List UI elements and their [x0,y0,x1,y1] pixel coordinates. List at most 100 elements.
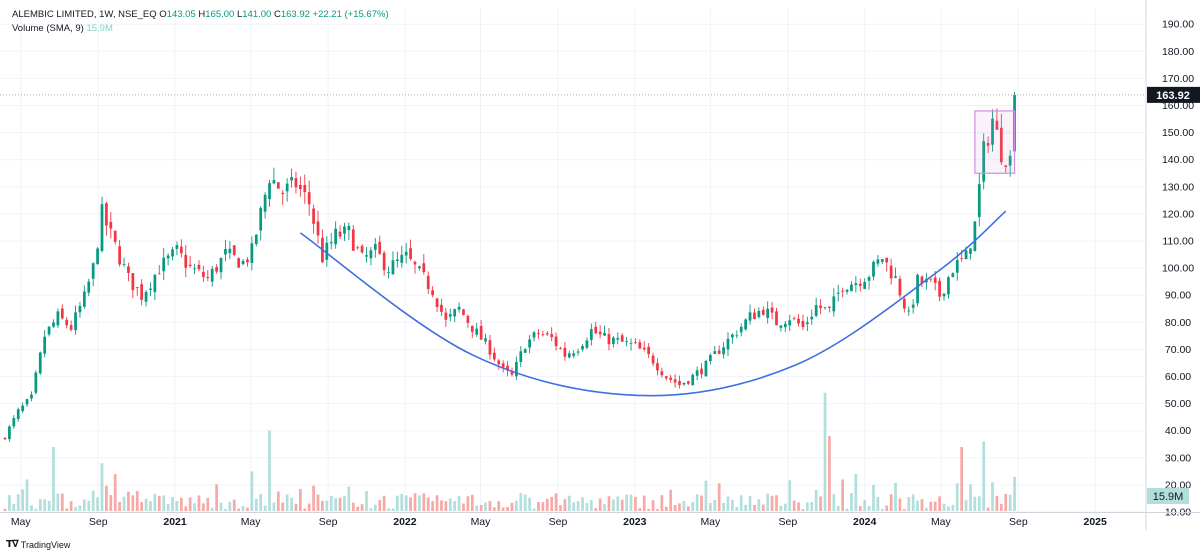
volume-bar [717,483,721,511]
volume-bar [695,494,699,511]
volume-bar [457,496,461,511]
volume-bar [620,499,624,511]
candle-body [435,298,439,307]
candle-body [810,316,814,320]
volume-bar [501,507,505,511]
volume-bar [34,508,38,511]
volume-bar [916,500,919,511]
candle-body [334,228,338,245]
candle-body [691,374,695,386]
candle-body [704,360,708,377]
volume-bar [294,503,298,511]
candle-body [276,182,280,189]
candle-body [351,229,355,251]
volume-bar [263,505,267,511]
candle-body [528,339,531,348]
volume-bar [193,503,196,511]
candle-body [823,307,827,308]
candle-body [620,335,624,342]
candle-body [281,192,285,195]
volume-bar [228,501,232,511]
time-tick-label: 2023 [623,516,647,528]
volume-bar [510,502,514,511]
candle-body [678,381,681,385]
volume-bar [448,498,452,511]
volume-bar [259,493,263,511]
candle-body [440,304,443,312]
candle-body [171,249,174,257]
candle-body [775,311,778,326]
candle-body [819,305,822,309]
volume-bar [118,501,121,511]
candle-body [634,342,637,343]
candle-body [700,368,703,375]
volume-bar [603,504,606,511]
candle-body [545,333,549,335]
volume-bar [700,495,703,511]
candle-body [78,305,82,313]
volume-bar [254,498,258,511]
price-axis[interactable]: 190.00 180.00 170.00 160.00 150.00 140.00 130.… [1145,0,1194,530]
candle-body [369,250,373,259]
candle-body [96,248,99,265]
volume-bar [21,489,25,511]
candle-body [664,376,668,379]
volume-bar [276,491,280,511]
candle-body [303,184,307,193]
candle-body [82,291,86,307]
volume-bar [82,499,86,511]
candle-body [484,338,487,342]
volume-bar [166,503,170,511]
candle-body [65,319,69,326]
candle-body [400,254,404,263]
candle-body [404,251,408,256]
volume-bar [682,500,686,511]
candle-body [16,409,20,419]
volume-bar [911,494,915,511]
ohlc-low-label: L [236,9,243,20]
ohlc-low: 141.00 [242,9,272,20]
volume-bar [872,484,875,511]
tradingview-footer[interactable]: 𝗧∇ TradingView [6,539,70,550]
volume-bar [8,495,11,511]
price-change: +22.21 (+15.67%) [312,9,389,20]
candle-body [947,277,950,295]
time-tick-label: May [241,516,262,528]
time-tick-label: May [931,516,952,528]
volume-bar [537,502,540,511]
candle-body [519,351,523,363]
volume-bar [977,496,981,511]
volume-bar [969,484,972,511]
volume-bar [484,502,487,511]
time-tick-label: Sep [778,516,797,528]
candle-body [109,221,113,229]
volume-bar [828,436,831,511]
candle-body [382,252,386,271]
volume-bar [902,509,906,511]
time-tick-label: May [700,516,721,528]
volume-bar [1008,494,1012,511]
time-axis[interactable]: May Sep 2021 May Sep 2022 May Sep 2023 May Sep 2024… [0,512,1200,529]
volume-bar [149,500,152,511]
volume-bar [369,508,373,511]
volume-bar [219,502,223,511]
volume-bar [836,506,840,511]
candle-body [801,321,805,328]
volume-bar [338,497,342,511]
volume-bar [691,501,695,511]
candle-body [748,312,752,321]
volume-bar [188,497,192,511]
candle-body [268,183,271,200]
volume-bar [656,509,659,511]
volume-bar [91,490,95,511]
last-price-badge-label: 163.92 [1156,90,1190,102]
volume-bar [334,498,338,511]
candle-body [991,118,994,145]
candle-body [237,258,241,268]
candle-body [951,273,955,278]
candle-body [215,267,218,272]
candle-body [162,257,166,272]
candle-body [197,264,201,270]
volume-bar [1013,476,1016,511]
